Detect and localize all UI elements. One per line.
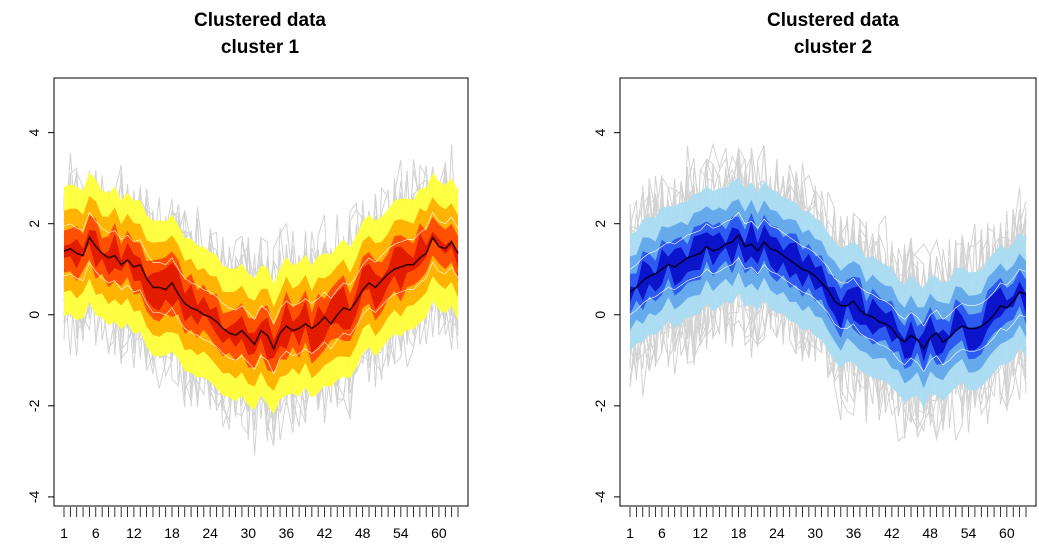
quantile-band (630, 221, 1026, 362)
x-tick-label: 60 (999, 525, 1015, 541)
quantile-line (63, 261, 459, 375)
x-tick-label: 24 (769, 525, 785, 541)
x-tick-label: 1 (60, 525, 68, 541)
x-tick-label: 30 (807, 525, 823, 541)
plot-frame (619, 77, 1037, 507)
plot-frame (53, 77, 469, 507)
y-tick-label: 4 (592, 129, 608, 137)
y-tick-label: -4 (26, 490, 42, 503)
y-tick-label: 4 (26, 129, 42, 137)
x-tick-label: 48 (922, 525, 938, 541)
y-tick-label: 2 (26, 220, 42, 228)
quantile-line (629, 211, 1027, 327)
x-tick-label: 6 (92, 525, 100, 541)
x-tick-label: 24 (202, 525, 218, 541)
y-tick-label: -4 (592, 490, 608, 503)
chart-title-line1: Clustered data (194, 10, 326, 31)
chart-title-line1: Clustered data (767, 10, 899, 31)
quantile-band (64, 229, 458, 360)
quantile-band (64, 196, 458, 391)
x-tick-label: 12 (126, 525, 142, 541)
x-tick-label: 54 (961, 525, 977, 541)
quantile-line (629, 257, 1027, 373)
chart-title-line2: cluster 2 (794, 37, 872, 58)
x-tick-label: 6 (658, 525, 666, 541)
y-tick-label: -2 (592, 399, 608, 412)
x-tick-label: 12 (692, 525, 708, 541)
x-tick-label: 18 (731, 525, 747, 541)
x-tick-label: 18 (164, 525, 180, 541)
x-tick-label: 54 (393, 525, 409, 541)
median-line (629, 233, 1027, 351)
y-tick-label: 0 (26, 311, 42, 319)
x-tick-label: 42 (884, 525, 900, 541)
plot-content (629, 142, 1027, 443)
x-tick-label: 36 (279, 525, 295, 541)
y-tick-label: 0 (592, 311, 608, 319)
x-tick-label: 48 (355, 525, 371, 541)
x-tick-label: 30 (241, 525, 257, 541)
x-tick-label: 42 (317, 525, 333, 541)
median-line (63, 235, 459, 351)
plot-content (63, 144, 459, 455)
x-tick-label: 60 (431, 525, 447, 541)
x-tick-label: 1 (626, 525, 634, 541)
x-tick-label: 36 (846, 525, 862, 541)
quantile-line (63, 211, 459, 325)
y-tick-label: 2 (592, 220, 608, 228)
chart-title-line2: cluster 1 (221, 37, 300, 58)
y-tick-label: -2 (26, 399, 42, 412)
